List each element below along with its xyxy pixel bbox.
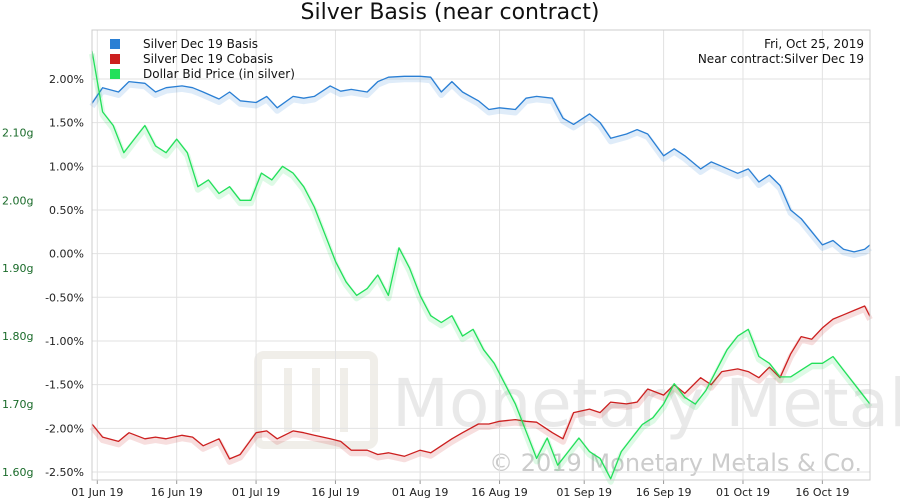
x-tick-label: 16 Aug 19 bbox=[471, 486, 527, 499]
y-axis-right: 2.10g 2.00g 1.90g 1.80g 1.70g 1.60g bbox=[2, 126, 33, 479]
x-tick-label: 01 Aug 19 bbox=[392, 486, 448, 499]
y-left-tick-label: -1.50% bbox=[45, 379, 84, 392]
watermark-logo-text: Monetary Metals bbox=[392, 365, 900, 442]
series-line bbox=[91, 50, 871, 480]
x-tick-label: 16 Jun 19 bbox=[151, 486, 203, 499]
y-left-tick-label: 1.00% bbox=[49, 160, 84, 173]
plot-area-border bbox=[91, 29, 871, 481]
legend-swatch bbox=[110, 69, 120, 79]
series-shadow bbox=[89, 53, 873, 485]
series-line bbox=[91, 75, 871, 253]
x-tick-label: 01 Oct 19 bbox=[716, 486, 770, 499]
y-right-tick-label: 1.70g bbox=[2, 398, 33, 411]
y-left-tick-label: 1.50% bbox=[49, 117, 84, 130]
chart-title: Silver Basis (near contract) bbox=[301, 0, 600, 25]
y-right-tick-label: 1.90g bbox=[2, 262, 33, 275]
series-shadow bbox=[89, 76, 872, 258]
series-line bbox=[91, 305, 871, 460]
y-left-tick-label: -0.50% bbox=[45, 291, 84, 304]
y-right-tick-label: 2.10g bbox=[2, 126, 33, 139]
legend-label: Silver Dec 19 Basis bbox=[143, 37, 258, 51]
x-tick-label: 01 Sep 19 bbox=[556, 486, 612, 499]
y-left-tick-label: 0.00% bbox=[49, 248, 84, 261]
y-left-tick-label: 0.50% bbox=[49, 204, 84, 217]
grid-lines bbox=[92, 30, 870, 480]
y-right-tick-label: 1.60g bbox=[2, 466, 33, 479]
x-tick-label: 16 Sep 19 bbox=[636, 486, 692, 499]
y-left-tick-label: -2.00% bbox=[45, 422, 84, 435]
series-layer bbox=[89, 50, 873, 485]
legend-label: Dollar Bid Price (in silver) bbox=[143, 67, 295, 81]
legend-swatch bbox=[110, 39, 120, 49]
y-left-tick-label: -1.00% bbox=[45, 335, 84, 348]
series-shadow bbox=[89, 306, 873, 465]
near-contract-label: Near contract:Silver Dec 19 bbox=[698, 52, 864, 66]
x-tick-label: 01 Jun 19 bbox=[71, 486, 123, 499]
y-axis-left: 2.00% 1.50% 1.00% 0.50% 0.00% -0.50% -1.00% -1.… bbox=[45, 73, 84, 479]
x-tick-label: 16 Oct 19 bbox=[795, 486, 849, 499]
watermark-logo-icon bbox=[254, 351, 378, 449]
y-left-tick-label: 2.00% bbox=[49, 73, 84, 86]
x-tick-label: 16 Jul 19 bbox=[311, 486, 359, 499]
y-right-tick-label: 1.80g bbox=[2, 330, 33, 343]
y-left-tick-label: -2.50% bbox=[45, 466, 84, 479]
series-group-0 bbox=[89, 75, 872, 258]
legend-swatch bbox=[110, 54, 120, 64]
watermark-copyright: © 2019 Monetary Metals & Co. bbox=[489, 449, 862, 477]
x-axis: 01 Jun 19 16 Jun 19 01 Jul 19 16 Jul 19 01 A… bbox=[71, 480, 849, 499]
series-group-1 bbox=[89, 305, 873, 465]
date-label: Fri, Oct 25, 2019 bbox=[764, 37, 864, 51]
watermark: Monetary Metals bbox=[254, 351, 900, 449]
x-tick-label: 01 Jul 19 bbox=[232, 486, 280, 499]
series-group-2 bbox=[89, 50, 873, 485]
y-right-tick-label: 2.00g bbox=[2, 194, 33, 207]
legend-label: Silver Dec 19 Cobasis bbox=[143, 52, 273, 66]
